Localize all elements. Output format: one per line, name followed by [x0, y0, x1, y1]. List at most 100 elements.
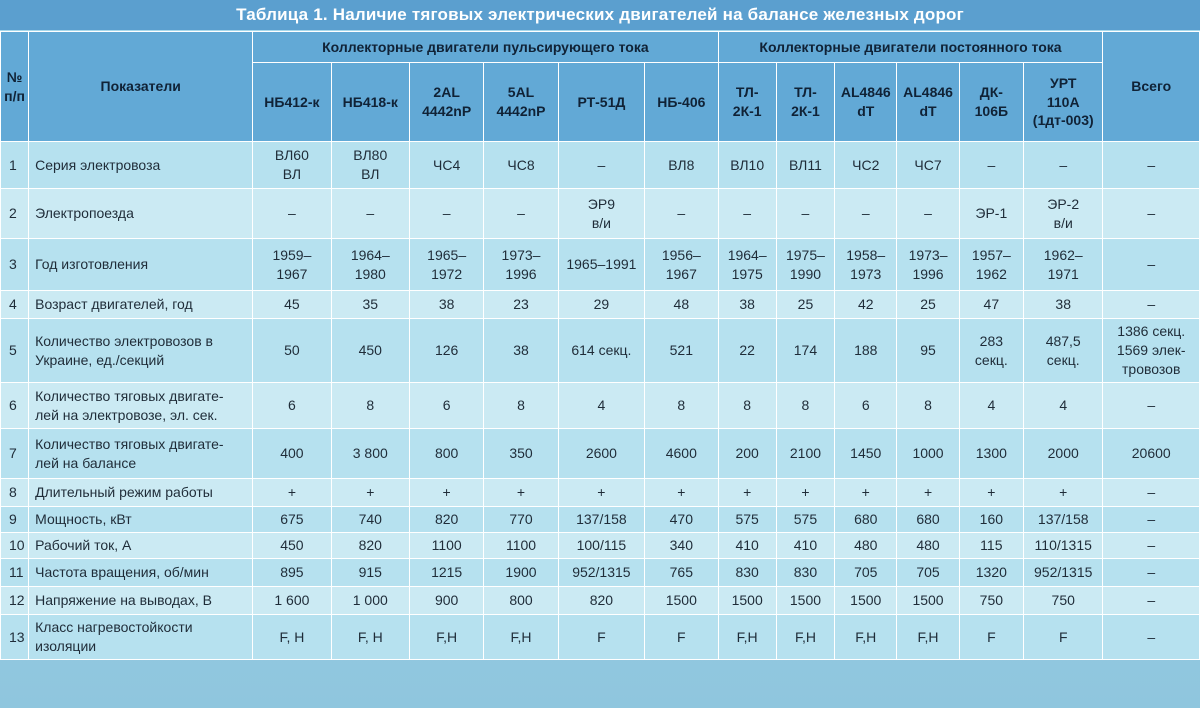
table-cell: 6: [252, 382, 332, 429]
row-label: Класс нагревостойкости изоляции: [28, 614, 254, 660]
table-cell: –: [644, 188, 719, 239]
table-cell: F,H: [408, 614, 485, 660]
table-cell: 4: [557, 382, 646, 429]
table-cell: 38: [408, 290, 485, 319]
table-cell: 1450: [834, 428, 898, 479]
total-cell: –: [1102, 238, 1200, 291]
header-group-dc: Коллекторные двигатели постоянного тока: [717, 31, 1104, 63]
table-cell: F: [644, 614, 719, 660]
row-label: Электропоезда: [28, 188, 254, 239]
row-number: 4: [0, 290, 30, 319]
table-cell: 1500: [834, 586, 898, 615]
table-cell: 200: [717, 428, 777, 479]
table-cell: 750: [958, 586, 1025, 615]
row-label: Возраст двигателей, год: [28, 290, 254, 319]
table-cell: 895: [252, 558, 332, 587]
table-row: 1 Серия электровоза ВЛ60 ВЛ ВЛ80 ВЛ ЧС4 ЧС8– В…: [0, 141, 1200, 189]
total-cell: –: [1102, 506, 1200, 533]
table-cell: 25: [896, 290, 960, 319]
table-row: 9 Мощность, кВт 675 740 820 770 137/158 470 575 5…: [0, 506, 1200, 533]
table-cell: 1500: [896, 586, 960, 615]
table-cell: 126: [408, 318, 485, 383]
row-number: 9: [0, 506, 30, 533]
table-cell: 8: [483, 382, 559, 429]
table-cell: F,H: [834, 614, 898, 660]
table-row: 2 Электропоезда – – – – ЭР9 в/и – – – – – ЭР-1 ЭР-2 в…: [0, 188, 1200, 239]
table-cell: 1959– 1967: [252, 238, 332, 291]
table-cell: 450: [330, 318, 410, 383]
row-number: 11: [0, 558, 30, 587]
header-motor: НБ-406: [644, 62, 719, 142]
table-cell: 705: [834, 558, 898, 587]
table-cell: 160: [958, 506, 1025, 533]
table-cell: 765: [644, 558, 719, 587]
table-cell: 680: [896, 506, 960, 533]
table-cell: +: [408, 478, 485, 507]
row-number: 10: [0, 532, 30, 559]
table-cell: ЭР-1: [958, 188, 1025, 239]
table-cell: ЧС8: [483, 141, 559, 189]
table-cell: ЧС7: [896, 141, 960, 189]
table-cell: 820: [330, 532, 410, 559]
table-cell: 750: [1022, 586, 1104, 615]
table-cell: 38: [1022, 290, 1104, 319]
table-cell: 470: [644, 506, 719, 533]
row-number: 13: [0, 614, 30, 660]
table-cell: 45: [252, 290, 332, 319]
row-label: Мощность, кВт: [28, 506, 254, 533]
table-cell: +: [644, 478, 719, 507]
row-label: Год изготовления: [28, 238, 254, 291]
header-motor: НБ412-к: [252, 62, 332, 142]
table-cell: 521: [644, 318, 719, 383]
table-cell: 575: [717, 506, 777, 533]
header-num: № п/п: [0, 31, 30, 142]
table-cell: 8: [330, 382, 410, 429]
header-motor: 5AL 4442nP: [483, 62, 559, 142]
table-row: 11 Частота вращения, об/мин 895 915 1215 1900…: [0, 558, 1200, 587]
table-cell: 3 800: [330, 428, 410, 479]
table-cell: 1300: [958, 428, 1025, 479]
table-cell: 23: [483, 290, 559, 319]
table-cell: 1500: [644, 586, 719, 615]
header-motor: 2AL 4442nP: [408, 62, 485, 142]
row-number: 5: [0, 318, 30, 383]
table-cell: 1957– 1962: [958, 238, 1025, 291]
data-table: № п/п Показатели Коллекторные двигатели …: [0, 31, 1200, 660]
table-cell: 1100: [483, 532, 559, 559]
table-cell: 705: [896, 558, 960, 587]
table-cell: 900: [408, 586, 485, 615]
table-cell: ЭР-2 в/и: [1022, 188, 1104, 239]
table-cell: 6: [834, 382, 898, 429]
table-cell: 137/158: [557, 506, 646, 533]
header-indicators: Показатели: [28, 31, 254, 142]
table-row: 6 Количество тяговых двигате- лей на элек…: [0, 382, 1200, 429]
table-cell: 6: [408, 382, 485, 429]
table-cell: 1500: [717, 586, 777, 615]
table-cell: 25: [775, 290, 836, 319]
header-total: Всего: [1102, 31, 1200, 142]
table-cell: 1975– 1990: [775, 238, 836, 291]
total-cell: –: [1102, 382, 1200, 429]
table-cell: +: [896, 478, 960, 507]
table-cell: 952/1315: [557, 558, 646, 587]
table-cell: 675: [252, 506, 332, 533]
table-row: 13 Класс нагревостойкости изоляции F, H F, …: [0, 614, 1200, 660]
table-cell: 283 секц.: [958, 318, 1025, 383]
table-cell: 1900: [483, 558, 559, 587]
table-cell: 8: [775, 382, 836, 429]
table-cell: 2600: [557, 428, 646, 479]
table-cell: 8: [644, 382, 719, 429]
table-cell: –: [717, 188, 777, 239]
table-cell: F,H: [775, 614, 836, 660]
header-motor: УРТ 110А (1дт-003): [1022, 62, 1104, 142]
row-label: Количество тяговых двигате- лей на элект…: [28, 382, 254, 429]
table-cell: 480: [834, 532, 898, 559]
table-cell: +: [775, 478, 836, 507]
total-cell: –: [1102, 586, 1200, 615]
table-cell: +: [557, 478, 646, 507]
header-motor: AL4846 dT: [834, 62, 898, 142]
table-cell: ВЛ8: [644, 141, 719, 189]
table-cell: 410: [717, 532, 777, 559]
table-cell: 115: [958, 532, 1025, 559]
